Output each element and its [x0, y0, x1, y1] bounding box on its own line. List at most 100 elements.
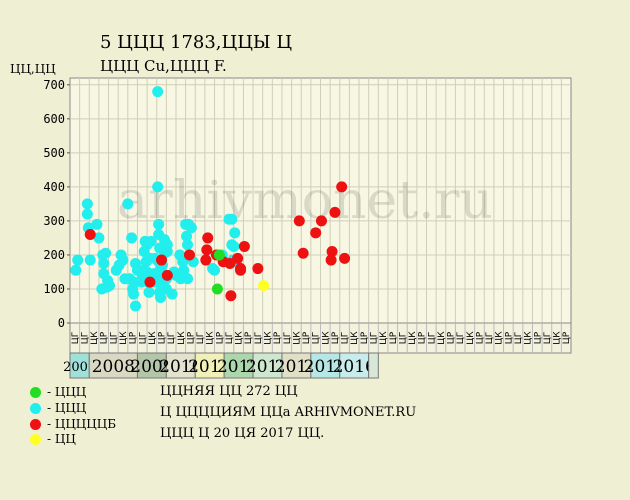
x-tick-label: ЦР [533, 331, 543, 344]
data-point [235, 263, 247, 275]
x-tick-label: ЦК [206, 331, 216, 345]
x-tick-label: ЦГ [254, 332, 264, 344]
legend-item: - ЦЦЦЦЦБ [30, 417, 116, 431]
legend-label: - ЦЦ [47, 432, 76, 446]
chart-title: 5 ЦЦЦ 1783,ЦЦЫ Ц [100, 32, 293, 53]
legend-marker [30, 418, 41, 430]
data-point [93, 232, 105, 244]
year-label: 2010 [159, 357, 202, 377]
year-label: 2012 [217, 357, 260, 377]
x-tick-label: ЦР [273, 331, 283, 344]
data-point [122, 198, 134, 210]
legend-label: - ЦЦЦ [47, 401, 87, 415]
year-cell [281, 352, 312, 379]
data-point [84, 229, 96, 241]
data-point [101, 281, 113, 293]
data-point [238, 240, 250, 252]
x-tick-label: ЦГ [427, 332, 437, 344]
x-tick-label: ЦК [437, 331, 447, 345]
data-point [156, 254, 168, 266]
data-point [252, 263, 264, 275]
data-point [70, 264, 82, 276]
x-tick-label: ЦР [389, 331, 399, 344]
data-point [152, 181, 164, 193]
x-tick-label: ЦК [148, 331, 158, 345]
data-point [226, 213, 238, 225]
data-point [211, 283, 223, 295]
x-tick-label: ЦГ [167, 332, 177, 344]
year-label: 2008 [92, 357, 135, 377]
data-point [81, 198, 93, 210]
y-tick-label: 700 [43, 78, 65, 92]
x-tick-label: ЦГ [543, 332, 553, 344]
data-point [339, 252, 351, 264]
data-point [155, 291, 167, 303]
data-point [152, 86, 164, 98]
legend-marker [30, 433, 41, 445]
data-point [84, 254, 96, 266]
legend-item: - ЦЦЦ [30, 401, 86, 415]
data-point [182, 273, 194, 285]
data-point [100, 247, 112, 259]
data-point [202, 232, 214, 244]
data-point [81, 208, 93, 220]
data-point [229, 227, 241, 239]
year-label: 2015 [304, 357, 347, 377]
data-point [213, 249, 225, 261]
info-text: ЦЦЦ Ц 20 ЦЯ 2017 ЦЦ. [160, 426, 325, 441]
x-tick-label: ЦГ [196, 332, 206, 344]
data-point [126, 232, 138, 244]
year-label: 2016 [333, 357, 376, 377]
x-tick-label: ЦГ [514, 332, 524, 344]
x-tick-label: ЦГ [71, 332, 81, 344]
data-point [310, 227, 322, 239]
year-cell [339, 352, 370, 379]
data-point [293, 215, 305, 227]
year-label: 2014 [275, 357, 318, 377]
x-tick-label: ЦК [408, 331, 418, 345]
data-point [336, 181, 348, 193]
data-point [145, 235, 157, 247]
data-point [228, 240, 240, 252]
legend-item: - ЦЦЦ [30, 385, 86, 399]
data-point [183, 249, 195, 261]
x-tick-label: ЦК [553, 331, 563, 345]
x-tick-label: ЦК [524, 331, 534, 345]
x-tick-label: ЦК [264, 331, 274, 345]
x-tick-label: ЦК [119, 331, 129, 345]
year-cell [310, 352, 341, 379]
year-label: 2007 [63, 360, 96, 375]
year-label: 2011 [188, 357, 231, 377]
x-tick-label: ЦР [418, 331, 428, 344]
data-point [225, 290, 237, 302]
info-text: Ц ЦЦЦЦИЯМ ЦЦа ARHIVMONET.RU [160, 405, 417, 420]
year-cell [194, 352, 225, 379]
legend-label: - ЦЦЦ [47, 385, 87, 399]
data-point [166, 288, 178, 300]
x-tick-label: ЦР [100, 331, 110, 344]
data-point [143, 286, 155, 298]
data-point [201, 244, 213, 256]
year-cell [368, 352, 379, 379]
x-tick-label: ЦР [562, 331, 572, 344]
legend-label: - ЦЦЦЦЦБ [47, 417, 117, 431]
data-point [161, 246, 173, 258]
data-point [98, 257, 110, 269]
y-tick-label: 100 [43, 282, 65, 296]
x-tick-label: ЦГ [398, 332, 408, 344]
legend-marker [30, 386, 41, 398]
x-tick-label: ЦР [158, 331, 168, 344]
y-tick-label: 0 [58, 316, 65, 330]
x-tick-label: ЦГ [485, 332, 495, 344]
y-tick-label: 400 [43, 180, 65, 194]
x-tick-label: ЦК [177, 331, 187, 345]
x-tick-label: ЦК [235, 331, 245, 345]
data-points [70, 86, 351, 312]
x-tick-label: ЦК [466, 331, 476, 345]
data-point [325, 254, 337, 266]
x-tick-label: ЦГ [456, 332, 466, 344]
x-tick-label: ЦР [504, 331, 514, 344]
data-point [185, 222, 197, 234]
